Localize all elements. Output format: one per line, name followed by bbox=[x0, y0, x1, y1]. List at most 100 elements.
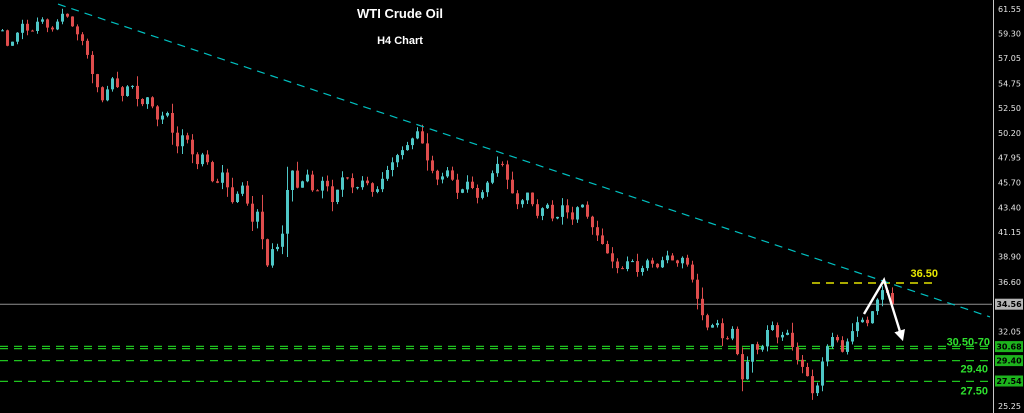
candles-layer bbox=[1, 8, 894, 400]
candle bbox=[116, 71, 119, 88]
candle bbox=[6, 29, 9, 47]
candle bbox=[321, 176, 324, 199]
candle bbox=[56, 19, 59, 31]
candle bbox=[621, 266, 624, 270]
axis-tick-label: 43.40 bbox=[998, 204, 1021, 213]
price-axis[interactable]: 61.55 59.30 57.05 54.75 52.50 50.20 47.95 45.70… bbox=[993, 0, 1024, 413]
candle bbox=[751, 344, 754, 373]
candle bbox=[821, 357, 824, 392]
candle bbox=[746, 356, 749, 380]
price-box-30.68: 30.68 bbox=[995, 341, 1023, 353]
candle bbox=[446, 167, 449, 178]
candle bbox=[211, 160, 214, 183]
svg-text:27.54: 27.54 bbox=[996, 377, 1022, 386]
candle bbox=[351, 173, 354, 194]
candle bbox=[636, 253, 639, 277]
candle bbox=[826, 344, 829, 367]
price-box-29.40: 29.40 bbox=[995, 355, 1023, 367]
axis-tick-label: 25.25 bbox=[998, 402, 1021, 411]
candle bbox=[701, 287, 704, 321]
candle bbox=[486, 181, 489, 197]
candle bbox=[716, 319, 719, 328]
candle bbox=[281, 225, 284, 255]
candle bbox=[91, 51, 94, 84]
candle bbox=[791, 322, 794, 351]
axis-tick-label: 32.05 bbox=[998, 328, 1021, 337]
descending-trendline[interactable] bbox=[57, 3, 991, 318]
candle bbox=[66, 13, 69, 18]
candle bbox=[466, 175, 469, 193]
candle bbox=[856, 316, 859, 337]
candle bbox=[521, 199, 524, 208]
candle bbox=[511, 171, 514, 194]
candle bbox=[836, 334, 839, 343]
candle bbox=[166, 111, 169, 118]
candle bbox=[231, 177, 234, 204]
candle bbox=[471, 176, 474, 190]
candle bbox=[601, 228, 604, 245]
candle bbox=[536, 199, 539, 219]
candle bbox=[876, 298, 879, 315]
candle bbox=[311, 170, 314, 192]
candle bbox=[421, 124, 424, 144]
candle bbox=[301, 180, 304, 188]
candle bbox=[496, 156, 499, 177]
candle bbox=[216, 178, 219, 184]
candle bbox=[806, 362, 809, 377]
candle bbox=[741, 347, 744, 392]
candle bbox=[46, 18, 49, 33]
axis-tick-label: 41.15 bbox=[998, 228, 1021, 237]
candle bbox=[586, 201, 589, 219]
candle bbox=[186, 132, 189, 144]
candle bbox=[226, 168, 229, 197]
candle bbox=[871, 311, 874, 324]
candle bbox=[201, 152, 204, 167]
candle bbox=[611, 247, 614, 269]
candle bbox=[141, 98, 144, 107]
candle bbox=[651, 257, 654, 268]
candle bbox=[481, 189, 484, 200]
candle bbox=[41, 17, 44, 24]
candle bbox=[516, 190, 519, 210]
candle bbox=[866, 316, 869, 327]
candle bbox=[596, 220, 599, 241]
candle bbox=[406, 141, 409, 151]
candle bbox=[576, 206, 579, 223]
candle bbox=[431, 155, 434, 174]
candle bbox=[681, 256, 684, 269]
candle bbox=[641, 265, 644, 276]
candle bbox=[691, 260, 694, 283]
candle bbox=[51, 26, 54, 32]
candle bbox=[816, 382, 819, 396]
candle bbox=[401, 146, 404, 160]
support-zone-lower-label: 30.50-70 bbox=[947, 337, 990, 349]
candle bbox=[236, 191, 239, 203]
candle bbox=[766, 325, 769, 352]
candle bbox=[76, 24, 79, 41]
candle bbox=[381, 172, 384, 193]
candle bbox=[801, 355, 804, 374]
candle bbox=[291, 170, 294, 202]
axis-tick-label: 36.60 bbox=[998, 278, 1021, 287]
candle bbox=[531, 192, 534, 207]
candle bbox=[191, 134, 194, 164]
candle bbox=[136, 76, 139, 107]
candle bbox=[451, 166, 454, 181]
candle bbox=[831, 332, 834, 349]
candle bbox=[631, 259, 634, 263]
svg-text:30.68: 30.68 bbox=[996, 343, 1022, 352]
candle bbox=[411, 137, 414, 150]
candle bbox=[71, 16, 74, 27]
axis-tick-label: 54.75 bbox=[998, 79, 1021, 88]
candle bbox=[106, 85, 109, 102]
candle bbox=[266, 238, 269, 267]
projection-arrow[interactable] bbox=[862, 277, 905, 342]
candle bbox=[626, 256, 629, 272]
axis-tick-label: 57.05 bbox=[998, 54, 1021, 63]
candle bbox=[661, 256, 664, 268]
candle bbox=[176, 126, 179, 154]
candle bbox=[361, 176, 364, 190]
axis-tick-label: 47.95 bbox=[998, 154, 1021, 163]
